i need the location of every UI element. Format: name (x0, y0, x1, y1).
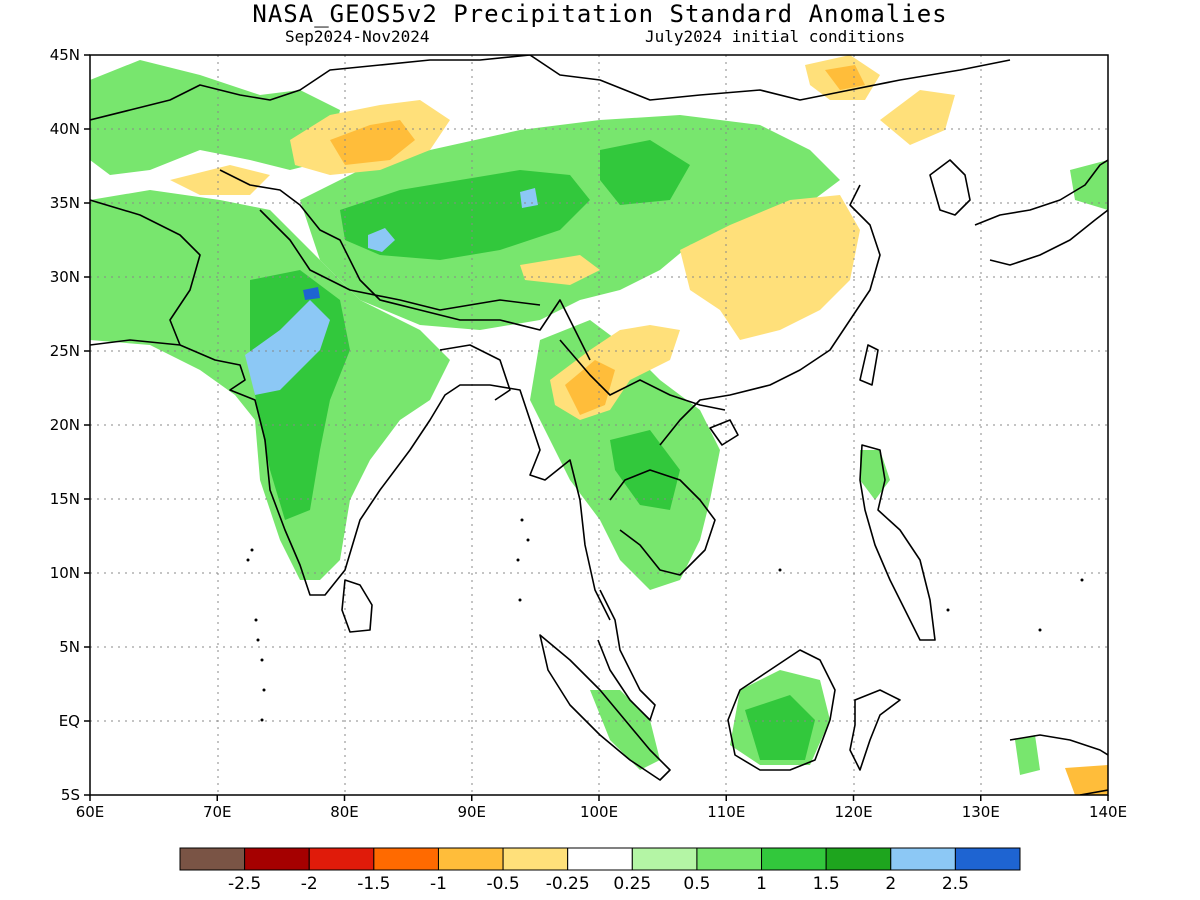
coastline-hainan (709, 419, 739, 446)
anomaly-dry-new-guinea (1065, 765, 1108, 795)
longitude-tick-label: 110E (707, 803, 745, 821)
coastline-korea (929, 159, 971, 216)
colorbar-label: -1 (430, 874, 447, 894)
border-bangladesh (439, 344, 511, 401)
anomaly-green-himalaya-tibet (300, 115, 840, 330)
anomaly-dry-mongolia-core (825, 65, 865, 90)
anomaly-darkblue-india (303, 287, 320, 300)
coastline-indochina (609, 469, 716, 576)
latitude-tick-label: 30N (50, 268, 80, 286)
latitude-tick-label: 10N (50, 564, 80, 582)
anomaly-blue-tibet-a (368, 228, 395, 252)
latitude-tick-label: EQ (59, 712, 80, 730)
longitude-tick-label: 130E (962, 803, 1000, 821)
colorbar (179, 847, 1021, 871)
anomaly-green-japan (1070, 160, 1108, 210)
longitude-tick-label: 120E (834, 803, 872, 821)
colorbar-swatch (954, 847, 1021, 871)
anomaly-field (90, 55, 1108, 795)
colorbar-label: 2.5 (942, 874, 969, 894)
colorbar-swatch (631, 847, 698, 871)
colorbar-swatch (825, 847, 892, 871)
longitude-labels: 60E 70E 80E 90E 100E 110E 120E 130E 140E (76, 803, 1127, 821)
longitude-tick-label: 140E (1089, 803, 1127, 821)
colorbar-swatch (437, 847, 504, 871)
anomaly-blue-west-india (245, 300, 330, 395)
colorbar-swatch (567, 847, 633, 871)
colorbar-swatch (761, 847, 827, 871)
colorbar-label: -2 (301, 874, 318, 894)
initial-conditions: July2024 initial conditions (645, 27, 906, 46)
tick-marks (84, 54, 1109, 801)
coastline-india (90, 339, 611, 621)
anomaly-green-central-asia (90, 60, 340, 175)
latitude-tick-label: 35N (50, 194, 80, 212)
colorbar-label: 0.25 (613, 874, 651, 894)
colorbar-labels: -2.5 -2 -1.5 -1 -0.5 -0.25 0.25 0.5 1 1.5 2 2.5 (228, 874, 969, 894)
chart-title: NASA_GEOS5v2 Precipitation Standard Anom… (252, 0, 948, 28)
coastline-philippines (859, 444, 936, 641)
latitude-tick-label: 5S (61, 786, 80, 804)
anomaly-strong-borneo (745, 695, 815, 760)
longitude-tick-label: 60E (76, 803, 105, 821)
colorbar-label: 0.5 (683, 874, 710, 894)
colorbar-swatch (696, 847, 763, 871)
map-grid (90, 55, 1108, 795)
anomaly-strong-indochina (610, 430, 680, 510)
anomaly-dry-north-china (880, 90, 955, 145)
latitude-tick-label: 25N (50, 342, 80, 360)
longitude-tick-label: 90E (457, 803, 486, 821)
coastline-japan (974, 159, 1108, 266)
coastlines-and-borders (90, 55, 1108, 795)
colorbar-label: -2.5 (228, 874, 261, 894)
latitude-tick-label: 20N (50, 416, 80, 434)
colorbar-label: 1.5 (813, 874, 840, 894)
anomaly-dry-east-china (680, 195, 860, 340)
coastline-malay-peninsula (597, 589, 656, 721)
latitude-tick-label: 15N (50, 490, 80, 508)
colorbar-swatch (373, 847, 439, 871)
coastline-sumatra (539, 634, 671, 781)
anomaly-dry-tarim-core (330, 120, 415, 165)
border-central-asia (90, 55, 1011, 121)
latitude-labels: 45N 40N 35N 30N 25N 20N 15N 10N 5N EQ 5S (50, 46, 80, 804)
anomaly-green-sumatra (590, 690, 660, 770)
latitude-tick-label: 45N (50, 46, 80, 64)
longitude-tick-label: 100E (580, 803, 618, 821)
border-china-southeast-asia (559, 339, 726, 411)
island-dots (246, 518, 1084, 722)
coastline-taiwan (859, 344, 879, 386)
colorbar-label: -0.5 (486, 874, 519, 894)
coastline-sri-lanka (341, 579, 373, 633)
longitude-tick-label: 80E (330, 803, 359, 821)
coastline-south-china (659, 184, 881, 446)
longitude-tick-label: 70E (203, 803, 232, 821)
anomaly-green-philippines (860, 450, 890, 500)
coastline-borneo (727, 649, 836, 771)
latitude-tick-label: 40N (50, 120, 80, 138)
colorbar-swatch (308, 847, 375, 871)
forecast-period: Sep2024-Nov2024 (285, 27, 430, 46)
colorbar-label: -0.25 (546, 874, 590, 894)
colorbar-swatch (502, 847, 569, 871)
anomaly-green-new-guinea (1015, 735, 1040, 775)
border-himalaya (259, 209, 541, 311)
colorbar-swatch (179, 847, 246, 871)
colorbar-label: -1.5 (357, 874, 390, 894)
anomaly-dry-afghanistan (170, 165, 270, 195)
coastline-sulawesi (849, 689, 901, 771)
colorbar-swatch (890, 847, 956, 871)
border-afghan-pakistan (90, 169, 591, 361)
latitude-tick-label: 5N (59, 638, 80, 656)
colorbar-swatch (244, 847, 310, 871)
anomaly-dry-yunnan-core (565, 360, 615, 415)
colorbar-label: 2 (885, 874, 896, 894)
coastline-new-guinea (1009, 734, 1108, 795)
anomaly-strong-tibet-east (600, 140, 690, 205)
colorbar-label: 1 (756, 874, 767, 894)
